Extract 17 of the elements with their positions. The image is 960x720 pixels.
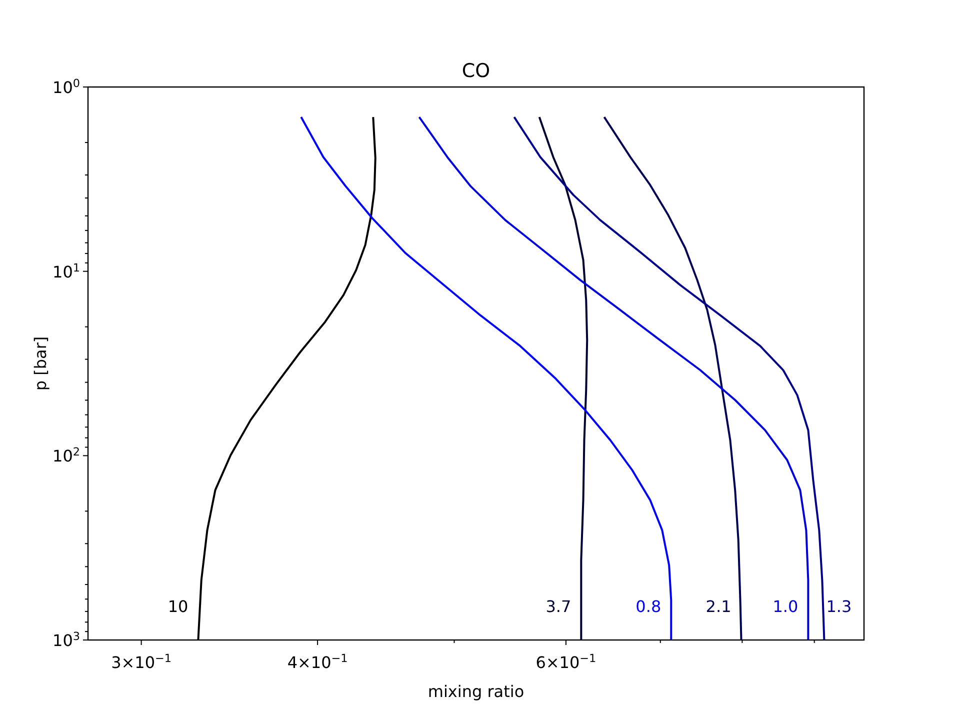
- y-tick-label: 10$^{3}$: [52, 630, 80, 650]
- y-tick-label: 10$^{2}$: [52, 445, 80, 466]
- series-label: 0.8: [636, 597, 662, 616]
- x-axis-title: mixing ratio: [428, 682, 524, 701]
- series-label: 1.0: [772, 597, 798, 616]
- series-label: 10: [168, 597, 188, 616]
- series-label: 2.1: [706, 597, 732, 616]
- x-tick-label: 4×10$^{−1}$: [287, 652, 348, 672]
- y-axis-title: p [bar]: [31, 336, 50, 391]
- series-label: 1.3: [826, 597, 852, 616]
- series-label: 3.7: [546, 597, 572, 616]
- y-tick-label: 10$^{0}$: [52, 76, 80, 97]
- x-tick-label: 6×10$^{−1}$: [536, 652, 596, 672]
- chart-title: CO: [462, 60, 490, 82]
- x-tick-label: 3×10$^{−1}$: [111, 652, 172, 672]
- line-series: [538, 116, 588, 640]
- y-tick-label: 10$^{1}$: [52, 260, 80, 282]
